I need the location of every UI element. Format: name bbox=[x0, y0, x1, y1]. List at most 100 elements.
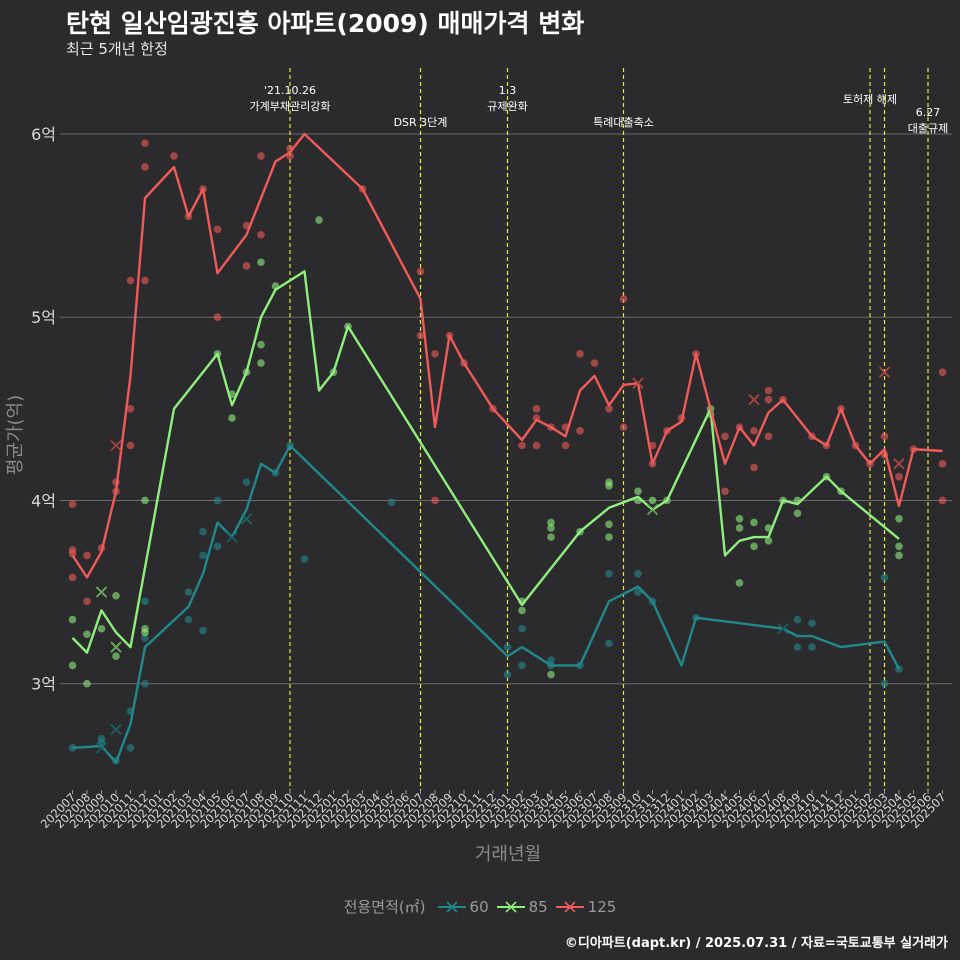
data-point-60 bbox=[880, 573, 889, 582]
data-point-125 bbox=[83, 551, 91, 560]
data-point-60 bbox=[634, 569, 642, 578]
data-point-125 bbox=[764, 386, 773, 395]
data-point-60 bbox=[141, 679, 149, 688]
data-layer bbox=[68, 132, 947, 765]
data-point-125 bbox=[880, 432, 889, 441]
data-point-85 bbox=[735, 579, 744, 587]
data-point-85 bbox=[735, 524, 744, 532]
legend-key-125 bbox=[555, 900, 584, 913]
data-point-60 bbox=[126, 744, 135, 752]
data-point-125 bbox=[721, 432, 729, 441]
data-point-85 bbox=[750, 542, 758, 551]
data-point-125 bbox=[721, 487, 729, 496]
cancelled-trade-shadow bbox=[777, 623, 789, 634]
data-point-125 bbox=[590, 359, 599, 367]
data-point-85 bbox=[895, 542, 903, 551]
data-point-60 bbox=[808, 643, 816, 651]
chart-subtitle: 최근 5개년 한정 bbox=[66, 40, 168, 58]
data-point-85 bbox=[112, 652, 120, 661]
data-point-125 bbox=[576, 427, 584, 435]
data-point-125 bbox=[141, 139, 149, 147]
legend-label-125: 125 bbox=[587, 897, 617, 916]
data-point-125 bbox=[938, 496, 947, 505]
data-point-125 bbox=[895, 472, 903, 481]
data-point-125 bbox=[764, 432, 773, 441]
policy-annotation: '21.10.26 bbox=[264, 84, 316, 97]
cancelled-trade-shadow bbox=[226, 531, 238, 543]
data-point-60 bbox=[300, 555, 309, 563]
data-point-60 bbox=[793, 615, 802, 624]
data-point-125 bbox=[68, 500, 77, 508]
data-point-125 bbox=[83, 597, 91, 606]
data-point-125 bbox=[619, 423, 628, 431]
data-point-125 bbox=[431, 350, 439, 358]
cancelled-trade-shadow bbox=[110, 641, 122, 653]
legend-key-85 bbox=[496, 900, 525, 913]
data-point-60 bbox=[880, 679, 889, 688]
data-point-60 bbox=[518, 624, 526, 633]
policy-annotation: 가계부채관리강화 bbox=[250, 100, 331, 113]
data-point-85 bbox=[547, 518, 555, 527]
legend: 전용면적(㎡) 60 85 125 bbox=[0, 896, 960, 917]
data-point-85 bbox=[315, 216, 323, 224]
data-point-60 bbox=[184, 615, 193, 624]
data-point-125 bbox=[126, 405, 135, 413]
cancelled-trade-shadow bbox=[96, 586, 107, 598]
policy-annotation: 규제완화 bbox=[487, 100, 527, 113]
data-point-125 bbox=[938, 460, 947, 468]
cancelled-trade-shadow bbox=[748, 394, 760, 405]
legend-item-85: 85 bbox=[496, 898, 548, 916]
cancelled-trade-shadow bbox=[241, 513, 252, 525]
data-point-125 bbox=[518, 441, 526, 450]
cancelled-trade-shadow bbox=[96, 742, 107, 754]
data-point-85 bbox=[68, 661, 77, 670]
data-point-125 bbox=[141, 163, 149, 171]
data-point-85 bbox=[547, 670, 555, 679]
data-point-60 bbox=[518, 661, 526, 670]
data-point-125 bbox=[532, 441, 541, 450]
cancelled-trade-shadow bbox=[632, 377, 644, 389]
policy-annotation: 1.3 bbox=[499, 84, 517, 97]
data-point-60 bbox=[808, 619, 816, 628]
cancelled-trade-shadow bbox=[110, 724, 122, 735]
cancelled-trade-shadow bbox=[893, 458, 905, 470]
data-point-125 bbox=[764, 395, 773, 404]
data-point-60 bbox=[141, 634, 149, 642]
data-point-125 bbox=[126, 441, 135, 450]
y-tick-label: 6억 bbox=[31, 125, 56, 144]
policy-annotation: 특례대출축소 bbox=[593, 116, 654, 129]
data-point-85 bbox=[735, 514, 744, 523]
chart-title: 탄현 일산임광진흥 아파트(2009) 매매가격 변화 bbox=[66, 9, 585, 38]
data-point-85 bbox=[257, 340, 265, 349]
cancelled-trade-shadow bbox=[647, 504, 658, 515]
data-point-85 bbox=[605, 520, 613, 529]
y-tick-label: 3억 bbox=[31, 675, 56, 694]
data-point-125 bbox=[532, 405, 541, 413]
data-point-85 bbox=[141, 628, 149, 637]
series-line-125 bbox=[71, 132, 943, 579]
data-point-60 bbox=[793, 643, 802, 651]
y-tick-label: 4억 bbox=[31, 491, 56, 510]
legend-item-60: 60 bbox=[437, 897, 489, 916]
cancelled-trade-shadow bbox=[110, 440, 122, 451]
data-point-125 bbox=[68, 549, 77, 558]
policy-annotation: DSR 3단계 bbox=[394, 116, 448, 129]
policy-annotation: 토허제 해제 bbox=[843, 92, 897, 106]
data-point-85 bbox=[97, 624, 106, 633]
data-point-85 bbox=[141, 496, 149, 505]
legend-title: 전용면적(㎡) bbox=[343, 898, 426, 916]
data-point-60 bbox=[199, 527, 207, 536]
series-line-85 bbox=[71, 270, 900, 654]
legend-label-60: 60 bbox=[469, 897, 489, 916]
data-point-125 bbox=[750, 427, 758, 435]
policy-annotation: 6.27 bbox=[916, 106, 941, 119]
x-axis-label: 거래년월 bbox=[475, 844, 541, 865]
data-point-60 bbox=[503, 643, 512, 651]
data-point-125 bbox=[257, 230, 265, 239]
data-point-125 bbox=[938, 368, 947, 376]
legend-item-125: 125 bbox=[555, 897, 617, 916]
data-point-60 bbox=[605, 639, 613, 648]
data-point-125 bbox=[605, 405, 613, 413]
